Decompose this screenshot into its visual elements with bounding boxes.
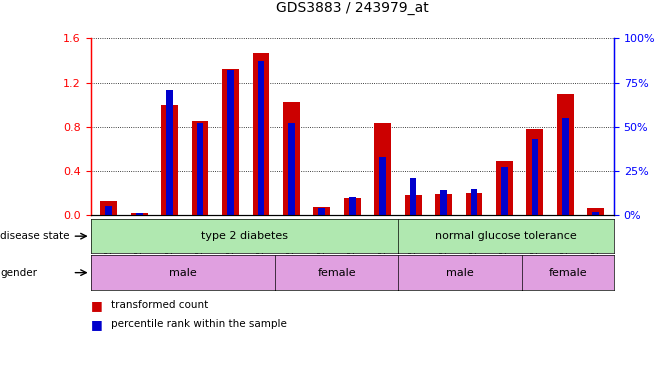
- Text: male: male: [446, 268, 474, 278]
- Bar: [587, 209, 604, 215]
- Bar: [435, 194, 452, 215]
- Bar: [258, 61, 264, 215]
- Text: female: female: [548, 268, 587, 278]
- Text: male: male: [169, 268, 197, 278]
- Bar: [379, 157, 386, 215]
- Text: female: female: [317, 268, 356, 278]
- Bar: [105, 206, 112, 215]
- Bar: [197, 123, 203, 215]
- Bar: [501, 167, 508, 215]
- Bar: [192, 121, 209, 215]
- Bar: [405, 195, 421, 215]
- Bar: [349, 197, 356, 215]
- Bar: [466, 193, 482, 215]
- Bar: [313, 207, 330, 215]
- Bar: [531, 139, 538, 215]
- Bar: [440, 190, 447, 215]
- Text: disease state: disease state: [0, 231, 70, 241]
- Bar: [344, 199, 360, 215]
- Bar: [161, 104, 178, 215]
- Bar: [136, 213, 143, 215]
- Bar: [166, 89, 173, 215]
- Bar: [227, 70, 234, 215]
- Bar: [252, 53, 269, 215]
- Text: ■: ■: [91, 318, 103, 331]
- Bar: [319, 208, 325, 215]
- Text: ■: ■: [91, 299, 103, 312]
- Bar: [222, 70, 239, 215]
- Bar: [496, 161, 513, 215]
- Bar: [288, 123, 295, 215]
- Text: percentile rank within the sample: percentile rank within the sample: [111, 319, 287, 329]
- Bar: [557, 94, 574, 215]
- Bar: [527, 129, 544, 215]
- Text: normal glucose tolerance: normal glucose tolerance: [435, 231, 577, 241]
- Bar: [592, 212, 599, 215]
- Text: gender: gender: [0, 268, 37, 278]
- Bar: [410, 178, 417, 215]
- Bar: [283, 103, 300, 215]
- Bar: [131, 213, 148, 215]
- Text: GDS3883 / 243979_at: GDS3883 / 243979_at: [276, 2, 429, 15]
- Bar: [101, 201, 117, 215]
- Text: transformed count: transformed count: [111, 300, 208, 310]
- Bar: [562, 118, 568, 215]
- Text: type 2 diabetes: type 2 diabetes: [201, 231, 288, 241]
- Bar: [470, 189, 477, 215]
- Bar: [374, 123, 391, 215]
